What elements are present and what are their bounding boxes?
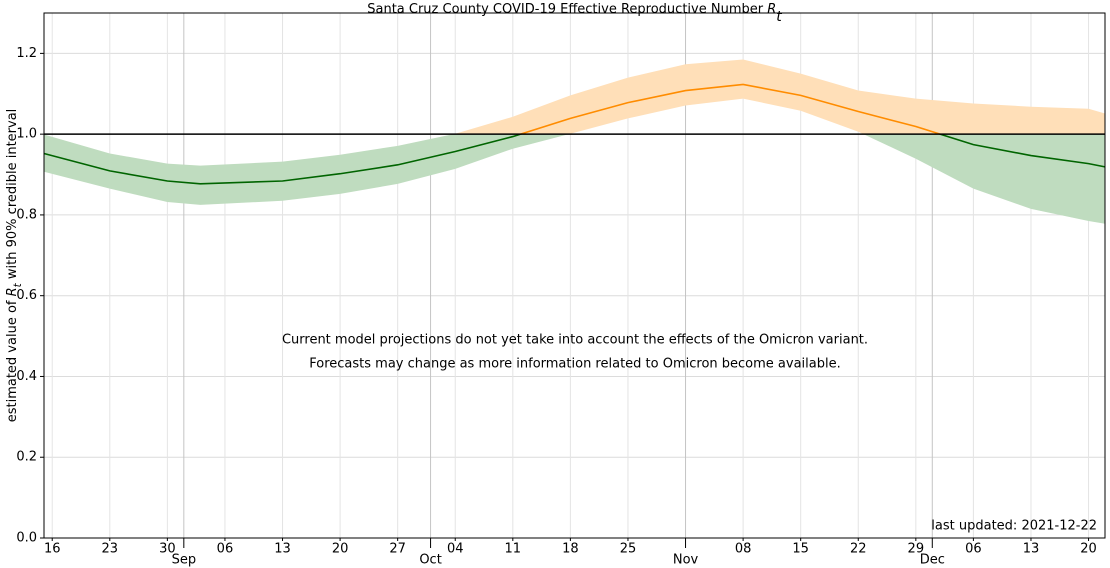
x-tick-label: 29 <box>908 542 925 557</box>
y-tick-label: 0.0 <box>16 531 37 546</box>
credible-band <box>44 134 1105 224</box>
x-tick-label: 23 <box>102 542 119 557</box>
chart-title-part: Santa Cruz County COVID-19 Effective Rep… <box>367 2 767 17</box>
x-month-label: Nov <box>673 553 699 568</box>
x-tick-label: 25 <box>620 542 637 557</box>
annotation: Forecasts may change as more information… <box>309 357 840 372</box>
x-tick-label: 20 <box>332 542 349 557</box>
rt-line <box>43 134 1106 185</box>
x-tick-label: 27 <box>389 542 406 557</box>
y-axis-label: estimated value of Rt with 90% credible … <box>5 109 25 423</box>
x-tick-label: 06 <box>217 542 234 557</box>
footnote: last updated: 2021-12-22 <box>931 519 1097 534</box>
x-tick-label: 04 <box>447 542 464 557</box>
chart-title: Santa Cruz County COVID-19 Effective Rep… <box>367 2 782 26</box>
y-axis-label-part: with 90% credible interval <box>5 109 20 284</box>
chart-title-part: t <box>776 9 782 25</box>
x-tick-label: 13 <box>274 542 291 557</box>
x-tick-label: 30 <box>159 542 176 557</box>
y-tick-label: 1.0 <box>16 127 37 142</box>
y-axis-label-part: t <box>12 282 24 287</box>
x-month-label: Sep <box>172 553 197 568</box>
x-month-label: Oct <box>419 553 441 568</box>
y-axis-label-part: estimated value of <box>5 296 20 422</box>
x-tick-label: 16 <box>44 542 61 557</box>
x-month-label: Dec <box>920 553 945 568</box>
y-tick-label: 0.2 <box>16 450 37 465</box>
x-tick-label: 15 <box>792 542 809 557</box>
x-tick-label: 20 <box>1080 542 1097 557</box>
annotation: Current model projections do not yet tak… <box>282 333 868 348</box>
y-axis-label-part: R <box>5 287 20 296</box>
rt-line <box>517 83 943 135</box>
x-tick-label: 11 <box>505 542 522 557</box>
credible-band <box>453 59 1105 135</box>
x-tick-label: 08 <box>735 542 752 557</box>
x-tick-label: 06 <box>965 542 982 557</box>
chart-title-part: R <box>767 2 776 17</box>
x-tick-label: 22 <box>850 542 867 557</box>
x-tick-label: 13 <box>1023 542 1040 557</box>
y-tick-label: 0.8 <box>16 207 37 222</box>
x-tick-label: 18 <box>562 542 579 557</box>
y-tick-label: 1.2 <box>16 46 37 61</box>
y-tick-label: 0.6 <box>16 288 37 303</box>
plot-frame <box>43 12 1106 539</box>
y-tick-label: 0.4 <box>16 369 37 384</box>
